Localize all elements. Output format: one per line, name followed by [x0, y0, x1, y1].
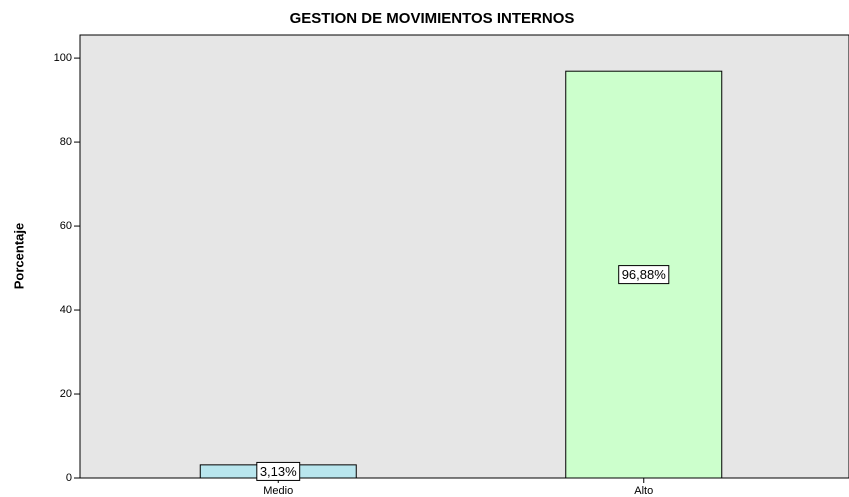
y-tick-label: 60: [60, 220, 72, 232]
value-label-box: [256, 461, 301, 481]
chart-title: GESTION DE MOVIMIENTOS INTERNOS: [290, 10, 575, 27]
value-label: 3,13%: [260, 464, 297, 479]
y-tick-label: 20: [60, 388, 72, 400]
x-tick-label: Alto: [634, 485, 653, 497]
plot-area: [79, 34, 849, 479]
y-tick-label: 100: [54, 52, 72, 64]
y-tick-label: 0: [66, 472, 72, 484]
y-tick-label: 40: [60, 304, 72, 316]
y-axis-label: Porcentaje: [11, 223, 26, 289]
value-label: 96,88%: [622, 267, 667, 282]
value-label-box: [618, 265, 670, 285]
y-tick-label: 80: [60, 136, 72, 148]
x-tick-label: Medio: [263, 485, 293, 497]
